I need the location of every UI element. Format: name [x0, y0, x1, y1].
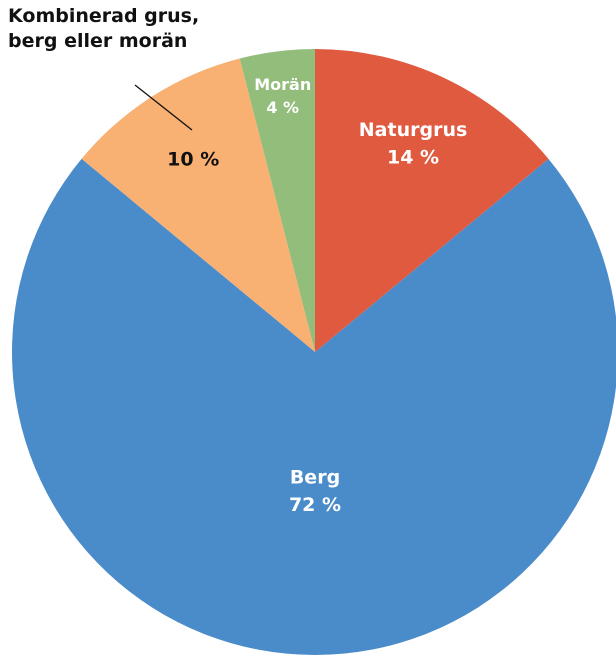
slice-name: Naturgrus	[359, 119, 468, 141]
slice-name: Berg	[290, 467, 340, 489]
leader-line	[134, 84, 193, 131]
pie-slice	[239, 49, 315, 352]
pie-slice	[81, 58, 315, 353]
value-label: 14 %	[387, 146, 439, 168]
value-label: 72 %	[289, 494, 341, 516]
slice-name: Kombinerad grus, berg eller morän	[8, 5, 200, 52]
slice-name: Morän	[254, 75, 311, 94]
pie-slice	[315, 49, 549, 352]
value-label: 10 %	[167, 149, 219, 171]
pie-slice	[12, 158, 616, 655]
value-label: 4 %	[266, 98, 299, 117]
